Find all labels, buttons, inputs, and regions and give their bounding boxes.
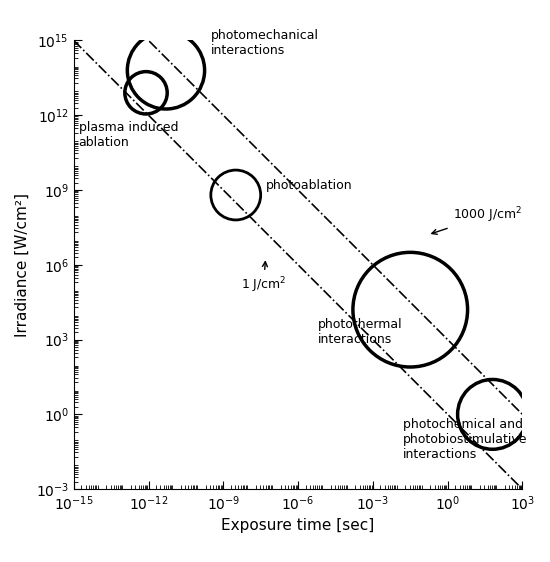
Text: photomechanical
interactions: photomechanical interactions	[211, 29, 319, 57]
Text: photoablation: photoablation	[266, 179, 353, 192]
Y-axis label: Irradiance [W/cm²]: Irradiance [W/cm²]	[15, 193, 30, 337]
Text: 1 J/cm$^2$: 1 J/cm$^2$	[241, 262, 287, 294]
Text: photochemical and
photobiostimulative
interactions: photochemical and photobiostimulative in…	[403, 418, 527, 461]
X-axis label: Exposure time [sec]: Exposure time [sec]	[222, 518, 375, 533]
Text: 1000 J/cm$^2$: 1000 J/cm$^2$	[432, 205, 522, 234]
Text: plasma induced
ablation: plasma induced ablation	[79, 121, 178, 149]
Text: photothermal
interactions: photothermal interactions	[318, 318, 403, 346]
